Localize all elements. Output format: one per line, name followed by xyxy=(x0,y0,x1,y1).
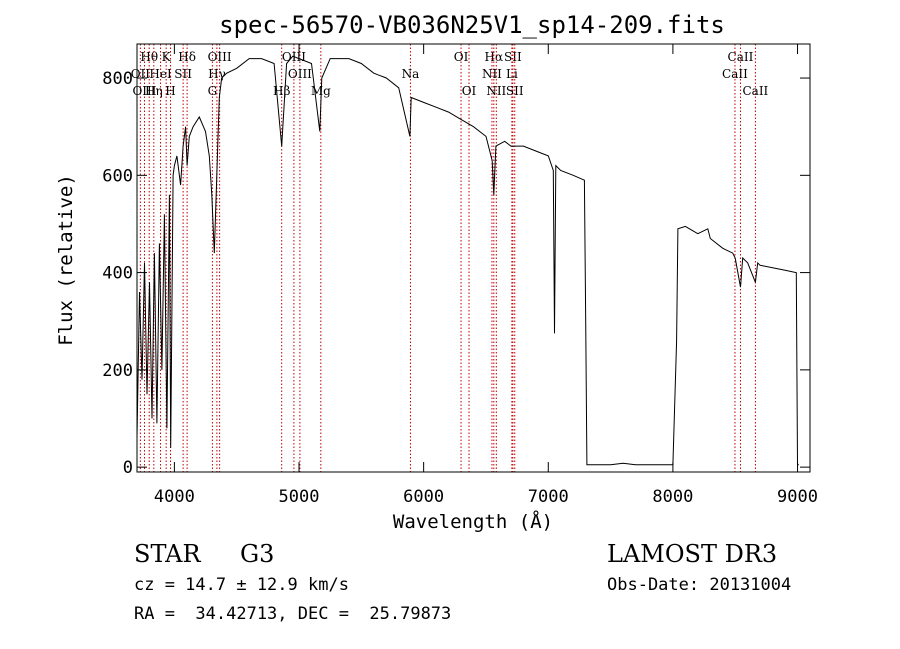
y-tick-label: 600 xyxy=(102,166,133,186)
coordinates-text: RA = 34.42713, DEC = 25.79873 xyxy=(134,604,452,624)
line-marker-label: OIII xyxy=(288,67,312,81)
x-tick-label: 5000 xyxy=(279,487,320,507)
line-marker-label: HeI xyxy=(149,67,172,81)
y-tick-label: 400 xyxy=(102,264,133,284)
line-marker-label: Hη xyxy=(145,84,163,98)
plot-frame xyxy=(136,43,811,473)
line-marker-label: Hβ xyxy=(273,84,290,98)
line-marker-label: Hα xyxy=(485,50,504,64)
line-marker-label: CaII xyxy=(742,84,768,98)
y-tick-label: 800 xyxy=(102,69,133,89)
redshift-text: cz = 14.7 ± 12.9 km/s xyxy=(134,575,349,595)
survey-name: LAMOST DR3 xyxy=(607,540,778,568)
line-marker-label: OIII xyxy=(132,84,156,98)
y-tick-label: 200 xyxy=(102,361,133,381)
x-tick-label: 7000 xyxy=(528,487,569,507)
axis-ticks: 4000 5000 6000 7000 8000 9000 0 200 400 600 800 xyxy=(102,44,818,507)
line-marker-label: OI xyxy=(454,50,469,64)
line-marker-label: CaII xyxy=(728,50,754,64)
line-marker-label: H xyxy=(165,84,175,98)
line-marker-label: K xyxy=(162,50,172,64)
x-tick-label: 6000 xyxy=(403,487,444,507)
spectrum-series-line xyxy=(136,55,799,466)
line-marker-label: NII xyxy=(486,84,506,98)
line-marker-label: Hδ xyxy=(178,50,196,64)
object-subclass: G3 xyxy=(240,540,275,568)
chart-title: spec-56570-VB036N25V1_sp14-209.fits xyxy=(219,11,725,39)
y-axis-label: Flux (relative) xyxy=(55,174,77,346)
obs-date-text: Obs-Date: 20131004 xyxy=(607,575,792,595)
line-marker-label: CaII xyxy=(722,67,748,81)
x-tick-label: 9000 xyxy=(777,487,818,507)
line-marker-label: Li xyxy=(506,67,518,81)
y-tick-label: 0 xyxy=(123,458,133,478)
line-marker-label: SII xyxy=(174,67,192,81)
line-marker-label: NII xyxy=(482,67,502,81)
line-marker-label: Na xyxy=(402,67,420,81)
x-tick-label: 4000 xyxy=(154,487,195,507)
line-marker-label: SII xyxy=(504,50,522,64)
line-marker-label: SII xyxy=(506,84,524,98)
line-marker-label: OII xyxy=(131,67,151,81)
line-marker-label: OI xyxy=(462,84,477,98)
line-marker-label: OIII xyxy=(208,50,232,64)
line-marker-label: Hγ xyxy=(208,67,226,81)
x-tick-label: 8000 xyxy=(652,487,693,507)
line-marker-label: G xyxy=(208,84,218,98)
x-axis-label: Wavelength (Å) xyxy=(393,510,553,533)
object-class: STAR xyxy=(134,540,201,568)
line-marker-label: Hθ xyxy=(140,50,158,64)
